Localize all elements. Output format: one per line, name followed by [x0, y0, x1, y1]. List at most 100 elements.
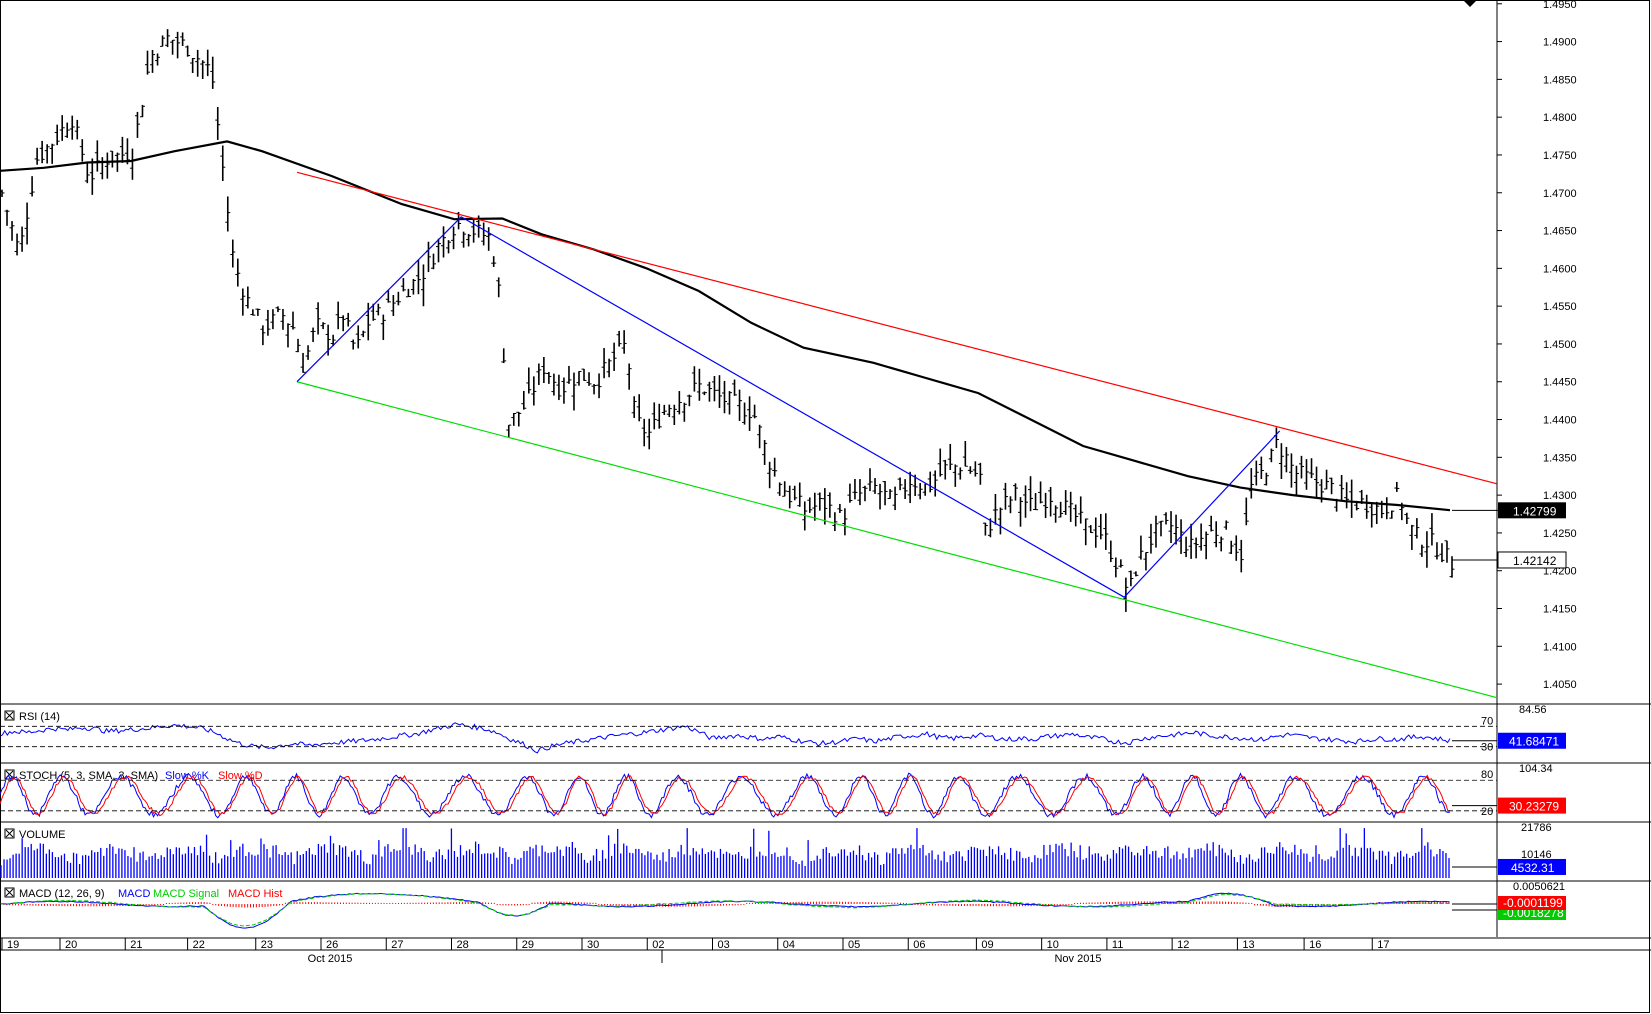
price-bar: [330, 334, 336, 347]
price-bar: [581, 368, 587, 381]
price-bar: [566, 365, 572, 384]
price-bar: [24, 202, 30, 245]
support-trendline[interactable]: [296, 381, 1498, 699]
price-bar: [320, 322, 326, 330]
last-price-tag: 1.42142: [1452, 551, 1567, 569]
price-bar: [49, 143, 55, 164]
price-bar: [1128, 570, 1134, 587]
price-bar: [797, 482, 803, 507]
price-bar: [997, 507, 1003, 535]
price-bar: [441, 226, 447, 258]
price-bar: [496, 277, 502, 298]
price-bar: [917, 483, 923, 500]
date-tick-label: 06: [913, 939, 925, 951]
price-tick-label: 1.4050: [1543, 679, 1577, 691]
price-bar: [400, 278, 406, 292]
price-bar: [977, 462, 983, 485]
price-bar: [44, 144, 50, 164]
price-bar: [1349, 479, 1355, 518]
price-bar: [385, 290, 391, 303]
price-bar: [541, 357, 547, 384]
price-bar: [215, 107, 221, 140]
price-bar: [1419, 544, 1425, 557]
price-bar: [646, 418, 652, 450]
price-bar: [230, 239, 236, 268]
price-bar: [596, 373, 602, 399]
date-tick-label: 23: [261, 939, 273, 951]
price-tick-label: 1.4600: [1543, 263, 1577, 275]
price-bar: [94, 140, 100, 172]
zigzag-line[interactable]: [296, 216, 1281, 598]
price-bar: [676, 391, 682, 415]
price-bar: [892, 486, 898, 511]
price-bar: [451, 226, 457, 250]
resistance-trendline[interactable]: [296, 171, 1498, 485]
volume-close-icon[interactable]: [4, 828, 15, 839]
stoch-level-80: 80: [1481, 769, 1493, 781]
price-bar: [1303, 459, 1309, 490]
price-bar: [340, 315, 346, 332]
price-bar: [867, 468, 873, 492]
price-bar: [1163, 512, 1169, 525]
macd-close-icon[interactable]: [4, 887, 15, 898]
month-label: Nov 2015: [1054, 953, 1101, 965]
price-bar: [1389, 510, 1395, 519]
price-bar: [185, 45, 191, 57]
date-tick-label: 21: [130, 939, 142, 951]
price-bar: [1133, 571, 1139, 577]
price-bar: [1143, 551, 1149, 571]
price-bar: [847, 483, 853, 503]
price-bar: [1208, 515, 1214, 532]
price-bar: [897, 477, 903, 491]
price-tick-label: 1.4150: [1543, 604, 1577, 616]
price-bar: [1108, 540, 1114, 563]
price-bar: [310, 327, 316, 343]
scroll-marker-icon[interactable]: [1463, 0, 1477, 7]
price-bar: [1324, 469, 1330, 490]
price-bar: [59, 115, 65, 141]
price-bar: [370, 303, 376, 321]
price-bar: [576, 370, 582, 386]
price-bar: [1273, 427, 1279, 449]
price-bar: [772, 457, 778, 477]
time-axis: 19 20 21 22 23 26 27 28 29 30 02 03 04 05 06 09 10 11 12 13…: [1, 938, 1390, 965]
price-bar: [1012, 483, 1018, 501]
price-bar: [1288, 453, 1294, 488]
price-bar: [591, 384, 597, 395]
price-bar: [1083, 518, 1089, 546]
price-bar: [300, 352, 306, 373]
price-bar: [1309, 458, 1315, 479]
price-bar: [165, 29, 171, 48]
price-bar: [1384, 497, 1390, 520]
rsi-close-icon[interactable]: [4, 710, 15, 721]
price-bar: [1404, 512, 1410, 525]
ma-price-tag: 1.42799: [1452, 502, 1566, 519]
price-bar: [1339, 475, 1345, 502]
price-bar: [150, 49, 156, 73]
price-bar: [1113, 557, 1119, 578]
price-bar: [180, 32, 186, 47]
price-bar: [1033, 493, 1039, 511]
price-bar: [626, 363, 632, 390]
price-bar: [952, 464, 958, 487]
date-tick-label: 16: [1309, 939, 1321, 951]
date-tick-label: 28: [457, 939, 469, 951]
stoch-level-20: 20: [1481, 806, 1493, 818]
price-bar: [932, 470, 938, 497]
price-bar: [145, 50, 151, 75]
price-bar: [1434, 542, 1440, 560]
price-tick-label: 1.4400: [1543, 415, 1577, 427]
price-bar: [686, 394, 692, 407]
price-bar: [872, 478, 878, 494]
price-bar: [395, 291, 401, 306]
rsi-line: [0, 722, 1451, 754]
price-bar: [255, 308, 261, 316]
price-bar: [551, 373, 557, 396]
price-tick-label: 1.4100: [1543, 641, 1577, 653]
price-bar: [1429, 513, 1435, 546]
price-bar: [641, 418, 647, 447]
price-bar: [516, 411, 522, 427]
price-bar: [1158, 520, 1164, 537]
price-bar: [4, 209, 10, 226]
